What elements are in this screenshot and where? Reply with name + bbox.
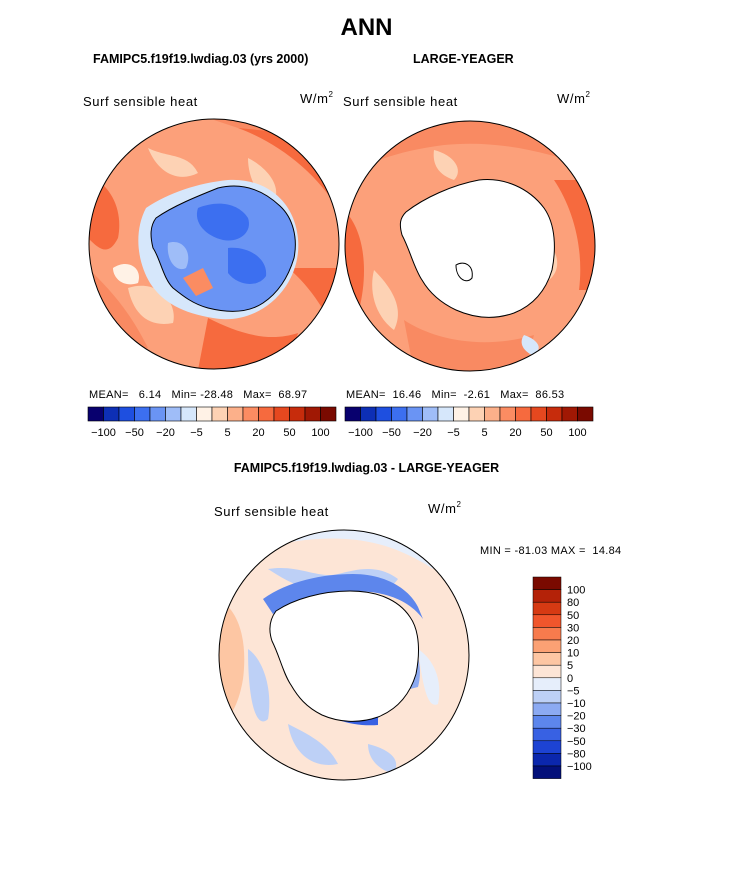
panel-1-colorbar-tick-label: −20 — [156, 427, 175, 439]
panel-1-colorbar-swatch — [289, 406, 306, 422]
panel-1-colorbar-swatch — [258, 406, 275, 422]
panel-2-colorbar-swatch — [437, 406, 454, 422]
panel-2-colorbar-tick-label: 50 — [540, 427, 552, 439]
panel-1-units: W/m2 — [300, 90, 334, 106]
panel-1-colorbar-swatch — [149, 406, 166, 422]
panel-1-stats: MEAN= 6.14 Min= -28.48 Max= 68.97 — [89, 389, 308, 401]
panel-1-colorbar-swatch — [242, 406, 259, 422]
diff-colorbar-label: −50 — [567, 736, 586, 748]
panel-2-colorbar-swatch — [453, 406, 470, 422]
diff-colorbar-label: −5 — [567, 685, 580, 697]
diff-colorbar-swatch — [532, 690, 562, 704]
panel-2-colorbar-tick-label: −50 — [382, 427, 401, 439]
panel-1-polar-map — [88, 118, 340, 370]
panel-1-colorbar-swatch — [87, 406, 104, 422]
panel-1-colorbar-swatch — [304, 406, 321, 422]
diff-colorbar-swatch — [532, 652, 562, 666]
panel-2-colorbar: −100 −50 −20 −5 5 20 50 100 — [344, 406, 594, 439]
panel-2-colorbar-swatch — [406, 406, 423, 422]
panel-2-polar-map — [344, 120, 596, 372]
diff-colorbar-label: 10 — [567, 648, 579, 660]
panel-2-variable-label: Surf sensible heat — [343, 94, 458, 109]
panel-1-colorbar-tick-label: −50 — [125, 427, 144, 439]
panel-2-case-title: LARGE-YEAGER — [413, 52, 514, 66]
panel-2-colorbar-swatch — [515, 406, 532, 422]
diff-colorbar-swatch — [532, 576, 562, 590]
panel-2-colorbar-swatch — [375, 406, 392, 422]
diff-colorbar-swatch — [532, 702, 562, 716]
diff-colorbar-label: −100 — [567, 761, 592, 773]
diff-colorbar-swatch — [532, 753, 562, 767]
panel-1-colorbar-swatch — [273, 406, 290, 422]
diff-colorbar-swatch — [532, 627, 562, 641]
panel-1-colorbar-tick-label: 100 — [311, 427, 329, 439]
panel-1-colorbar-swatch — [196, 406, 213, 422]
diff-colorbar-label: 50 — [567, 610, 579, 622]
panel-2-colorbar-swatch — [530, 406, 547, 422]
diff-colorbar-swatch — [532, 614, 562, 628]
panel-2-colorbar-swatch — [577, 406, 594, 422]
diff-colorbar-swatch — [532, 740, 562, 754]
panel-2-stats: MEAN= 16.46 Min= -2.61 Max= 86.53 — [346, 389, 565, 401]
panel-2-colorbar-tick-label: −5 — [447, 427, 460, 439]
panel-1-colorbar: −100 −50 −20 −5 5 20 50 100 — [87, 406, 337, 439]
panel-2-colorbar-swatch — [344, 406, 361, 422]
panel-2-colorbar-tick-label: −20 — [413, 427, 432, 439]
panel-1-colorbar-swatch — [134, 406, 151, 422]
diff-colorbar-swatch — [532, 664, 562, 679]
diff-colorbar-label: 20 — [567, 635, 579, 647]
panel-1-colorbar-tick-label: −5 — [190, 427, 203, 439]
panel-2-colorbar-swatch — [422, 406, 439, 422]
panel-2-colorbar-tick-label: 100 — [568, 427, 586, 439]
diff-colorbar-swatch — [532, 639, 562, 653]
panel-1-colorbar-swatch — [118, 406, 135, 422]
panel-1-colorbar-swatch — [180, 406, 197, 422]
panel-1-colorbar-swatch — [103, 406, 120, 422]
panel-2-colorbar-swatch — [546, 406, 563, 422]
season-title: ANN — [340, 14, 393, 41]
panel-2-colorbar-swatch — [468, 406, 485, 422]
diff-colorbar-label: −10 — [567, 698, 586, 710]
panel-2-colorbar-swatch — [484, 406, 501, 422]
diff-colorbar-swatch — [532, 677, 562, 691]
panel-2-colorbar-tick-label: 20 — [509, 427, 521, 439]
diff-colorbar-swatch — [532, 727, 562, 742]
panel-1-colorbar-swatch — [211, 406, 228, 422]
panel-2-colorbar-tick-label: −100 — [348, 427, 373, 439]
panel-2-colorbar-swatch — [499, 406, 516, 422]
diff-colorbar-swatch — [532, 715, 562, 729]
panel-1-variable-label: Surf sensible heat — [83, 94, 198, 109]
diff-minmax: MIN = -81.03 MAX = 14.84 — [480, 545, 622, 557]
diff-colorbar-swatch — [532, 601, 562, 616]
diff-colorbar-label: 30 — [567, 622, 579, 634]
panel-1-colorbar-tick-label: 50 — [283, 427, 295, 439]
panel-1-case-title: FAMIPC5.f19f19.lwdiag.03 (yrs 2000) — [93, 52, 309, 66]
panel-1-colorbar-tick-label: −100 — [91, 427, 116, 439]
diff-colorbar-label: 80 — [567, 597, 579, 609]
panel-2-colorbar-swatch — [360, 406, 377, 422]
panel-1-colorbar-tick-label: 5 — [224, 427, 230, 439]
diff-colorbar-swatch — [532, 589, 562, 603]
diff-title: FAMIPC5.f19f19.lwdiag.03 - LARGE-YEAGER — [233, 461, 500, 475]
diff-variable-label: Surf sensible heat — [214, 504, 329, 519]
panel-1-colorbar-tick-label: 20 — [252, 427, 264, 439]
diff-colorbar-label: −80 — [567, 748, 586, 760]
diff-colorbar-label: 0 — [567, 673, 573, 685]
diff-colorbar-label: 100 — [567, 585, 585, 597]
panel-2-units: W/m2 — [557, 90, 591, 106]
panel-1-colorbar-swatch — [165, 406, 182, 422]
diff-polar-map — [218, 529, 470, 781]
diff-units: W/m2 — [428, 500, 462, 516]
diff-colorbar-label: 5 — [567, 660, 573, 672]
panel-2-colorbar-swatch — [561, 406, 578, 422]
panel-2-colorbar-tick-label: 5 — [481, 427, 487, 439]
panel-2-colorbar-swatch — [391, 406, 408, 422]
diff-colorbar-swatch — [532, 765, 562, 779]
panel-1-colorbar-swatch — [320, 406, 337, 422]
panel-1-colorbar-swatch — [227, 406, 244, 422]
diff-colorbar-label: −30 — [567, 723, 586, 735]
diff-colorbar-label: −20 — [567, 711, 586, 723]
